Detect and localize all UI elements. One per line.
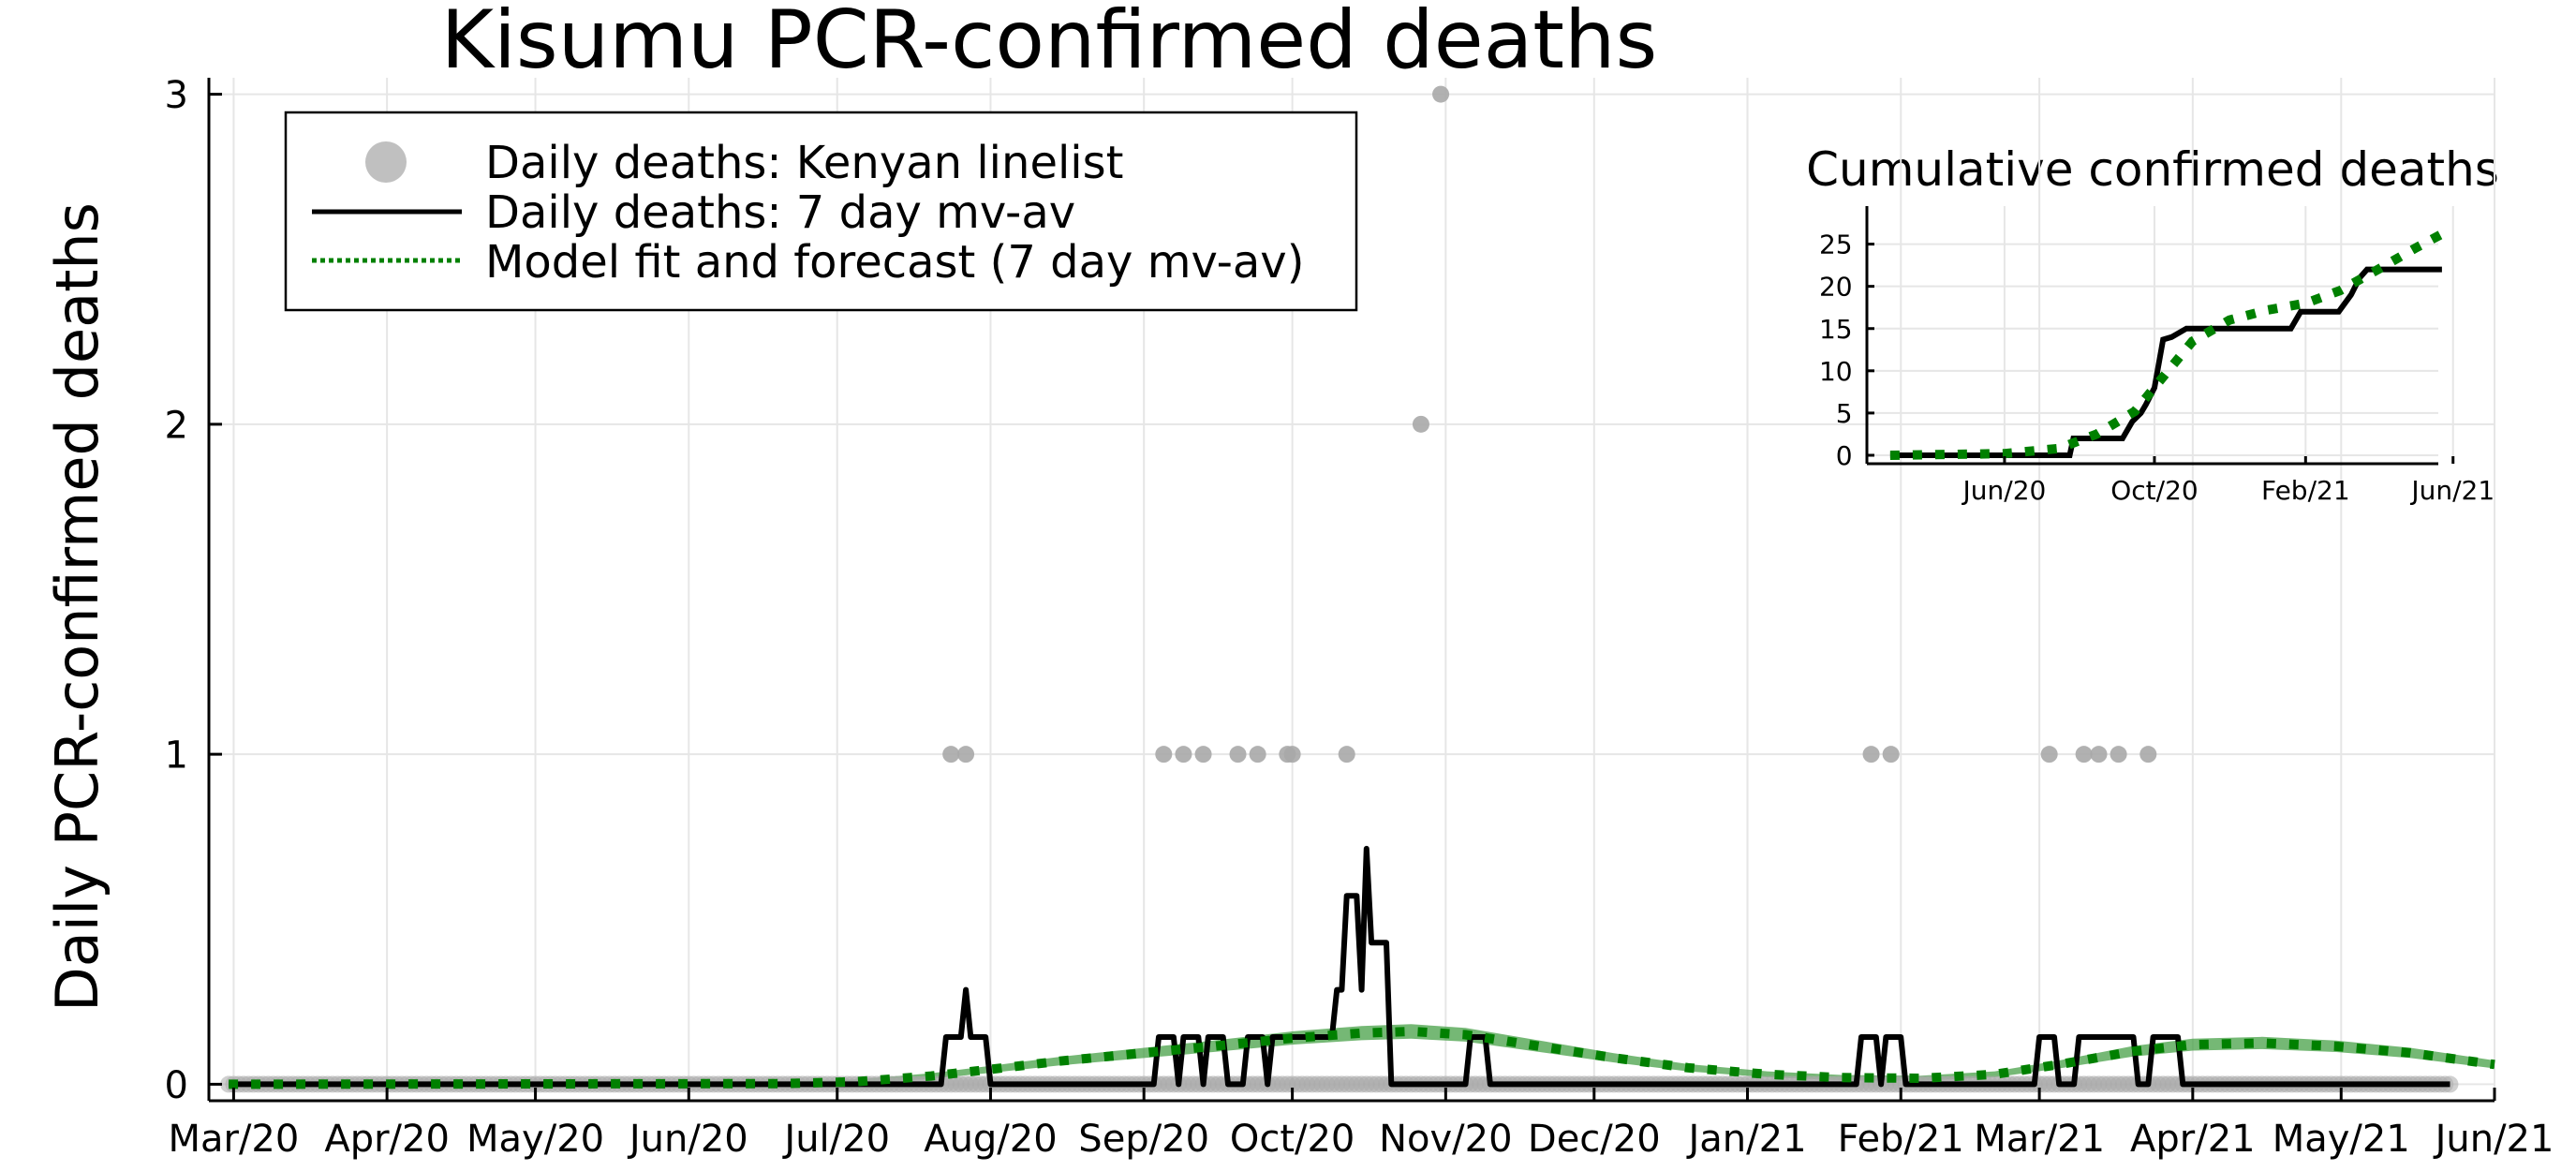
linelist-point — [2110, 746, 2127, 763]
linelist-point — [2090, 746, 2108, 763]
main-xtick-label: Jun/21 — [2433, 1118, 2554, 1161]
main-xtick-label: Sep/20 — [1078, 1118, 1209, 1161]
main-xtick-label: Aug/20 — [924, 1118, 1057, 1161]
main-xtick-label: Jan/21 — [1685, 1118, 1806, 1161]
series-line-model — [229, 1026, 2495, 1089]
inset-xtick-label: Feb/21 — [2261, 475, 2350, 506]
linelist-point — [1862, 746, 1880, 763]
main-xtick-label: May/20 — [466, 1118, 604, 1161]
inset-ytick-label: 25 — [1819, 230, 1853, 260]
linelist-point — [1882, 746, 1900, 763]
main-xtick-label: Nov/20 — [1379, 1118, 1512, 1161]
inset-series-cumulative — [1889, 266, 2442, 458]
inset-xtick-label: Oct/20 — [2110, 475, 2198, 506]
linelist-point — [2075, 746, 2093, 763]
series-line-mv-av — [229, 845, 2450, 1088]
legend-symbol-dot — [365, 141, 407, 183]
inset-chart-title: Cumulative confirmed deaths — [1806, 142, 2499, 197]
inset-axes: 0 5 10 15 20 25 Jun/20 Oct/20 Feb/21 Jun/21 — [1819, 206, 2495, 506]
main-ytick-label: 3 — [165, 74, 188, 117]
linelist-point — [1194, 746, 1212, 763]
linelist-point — [1283, 746, 1301, 763]
linelist-point — [1249, 746, 1266, 763]
inset-grid — [1867, 206, 2454, 464]
main-series-lines — [229, 845, 2495, 1089]
main-xtick-label: Apr/21 — [2130, 1118, 2256, 1161]
model-uncertainty-band — [229, 1024, 2495, 1085]
inset-ytick-label: 0 — [1836, 440, 1853, 471]
main-y-axis-label: Daily PCR-confirmed deaths — [43, 202, 111, 1012]
inset-ytick-label: 20 — [1819, 272, 1853, 303]
legend-label-model: Model fit and forecast (7 day mv-av) — [485, 236, 1304, 289]
linelist-point — [1175, 746, 1192, 763]
legend-label-mv-av: Daily deaths: 7 day mv-av — [485, 186, 1075, 239]
linelist-point — [1432, 85, 1450, 103]
main-ytick-label: 0 — [165, 1064, 188, 1107]
inset-xtick-label: Jun/21 — [2409, 475, 2495, 506]
main-ytick-label: 1 — [165, 734, 188, 778]
legend: Daily deaths: Kenyan linelist Daily deat… — [284, 111, 1358, 312]
inset-ytick-label: 15 — [1819, 314, 1853, 345]
main-xtick-label: Apr/20 — [324, 1118, 450, 1161]
linelist-point — [957, 746, 975, 763]
legend-box — [284, 111, 1358, 312]
model-band — [229, 1024, 2495, 1085]
main-xtick-label: Mar/20 — [168, 1118, 299, 1161]
main-xtick-label: Jul/20 — [781, 1118, 890, 1161]
linelist-point — [2139, 746, 2157, 763]
linelist-point — [1229, 746, 1247, 763]
main-axes: 0 1 2 3 Mar/20 Apr/20 May/20 Jun/20 Jul/20 Aug/20… — [165, 74, 2554, 1161]
main-xtick-label: Mar/21 — [1974, 1118, 2105, 1161]
linelist-point — [942, 746, 960, 763]
inset-series-lines — [1889, 230, 2445, 460]
linelist-point — [1338, 746, 1355, 763]
inset-series-model — [1889, 230, 2445, 460]
inset-ytick-label: 5 — [1836, 398, 1853, 429]
legend-label-linelist: Daily deaths: Kenyan linelist — [485, 137, 1123, 189]
main-xtick-label: Jun/20 — [627, 1118, 748, 1161]
inset-xtick-label: Jun/20 — [1962, 475, 2047, 506]
inset-ytick-label: 10 — [1819, 356, 1853, 387]
linelist-point — [1155, 746, 1173, 763]
linelist-point — [2040, 746, 2058, 763]
main-xtick-label: Dec/20 — [1528, 1118, 1661, 1161]
main-xtick-label: May/21 — [2273, 1118, 2410, 1161]
main-xtick-label: Feb/21 — [1838, 1118, 1964, 1161]
main-chart-title: Kisumu PCR-confirmed deaths — [441, 0, 1658, 87]
main-xtick-label: Oct/20 — [1230, 1118, 1355, 1161]
linelist-point — [1412, 415, 1429, 433]
main-ytick-label: 2 — [165, 404, 188, 447]
